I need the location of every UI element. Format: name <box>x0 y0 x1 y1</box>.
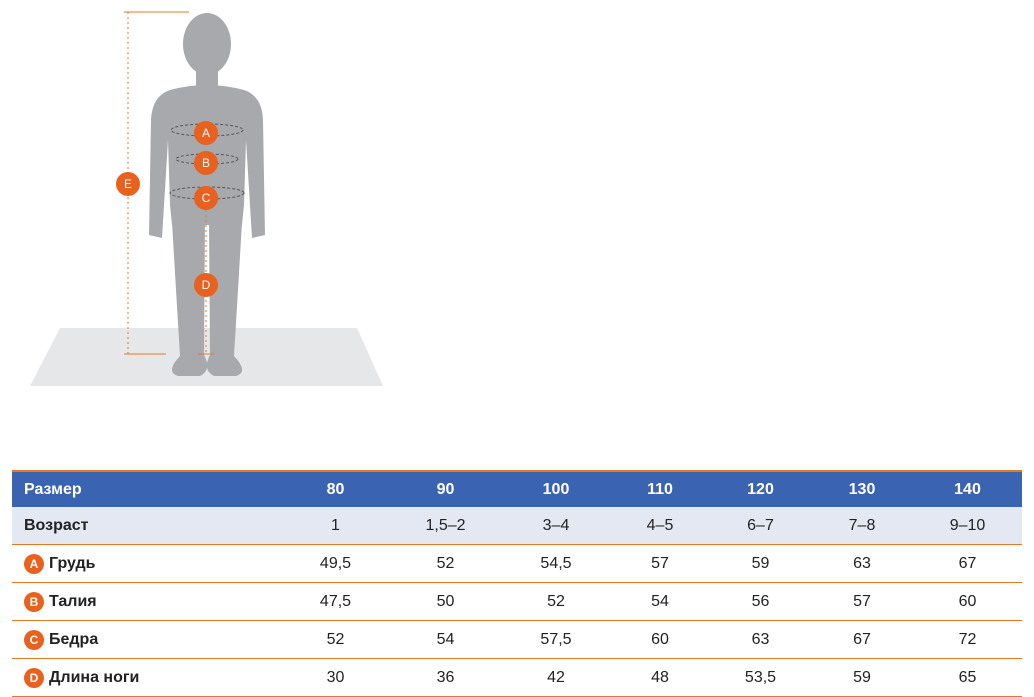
cell: 4–5 <box>610 507 710 545</box>
cell: 57 <box>610 544 710 583</box>
row-label: Длина ноги <box>49 668 140 686</box>
header-cell: 140 <box>913 470 1022 507</box>
table-row: B Талия 47,5 50 52 54 56 57 60 <box>12 582 1022 621</box>
header-row: Размер 80 90 100 110 120 130 140 <box>12 470 1022 507</box>
table-row: C Бедра 52 54 57,5 60 63 67 72 <box>12 620 1022 659</box>
markers <box>116 121 218 297</box>
cell: 57,5 <box>502 620 610 659</box>
header-cell: 100 <box>502 470 610 507</box>
marker-label: E <box>124 177 132 191</box>
floor <box>30 328 383 386</box>
row-label-cell: D Длина ноги <box>12 658 282 697</box>
cell: 67 <box>913 544 1022 583</box>
cell: 53,5 <box>710 658 811 697</box>
cell: 3–4 <box>502 507 610 545</box>
cell: 30 <box>282 658 389 697</box>
cell: 6–7 <box>710 507 811 545</box>
cell: 54 <box>610 582 710 621</box>
header-cell: 110 <box>610 470 710 507</box>
cell: 1,5–2 <box>389 507 502 545</box>
header-cell: 80 <box>282 470 389 507</box>
header-cell: Размер <box>12 470 282 507</box>
badge: C <box>24 629 44 650</box>
cell: 7–8 <box>811 507 913 545</box>
cell: 65 <box>913 658 1022 697</box>
cell: 72 <box>913 620 1022 659</box>
cell: 60 <box>610 620 710 659</box>
badge: A <box>24 553 44 574</box>
cell: 52 <box>389 544 502 583</box>
cell: 50 <box>389 582 502 621</box>
cell: 52 <box>502 582 610 621</box>
row-label-cell: B Талия <box>12 582 282 621</box>
marker-label: A <box>202 126 210 140</box>
row-label: Талия <box>49 592 97 610</box>
badge: D <box>24 667 44 688</box>
row-label: Бедра <box>49 630 99 648</box>
table-row: Возраст 1 1,5–2 3–4 4–5 6–7 7–8 9–10 <box>12 507 1022 545</box>
cell: 67 <box>811 620 913 659</box>
table-row: A Грудь 49,5 52 54,5 57 59 63 67 <box>12 544 1022 583</box>
header-cell: 130 <box>811 470 913 507</box>
cell: 59 <box>710 544 811 583</box>
cell: 47,5 <box>282 582 389 621</box>
cell: 49,5 <box>282 544 389 583</box>
cell: 54,5 <box>502 544 610 583</box>
cell: 1 <box>282 507 389 545</box>
cell: 42 <box>502 658 610 697</box>
cell: 52 <box>282 620 389 659</box>
cell: 36 <box>389 658 502 697</box>
cell: 63 <box>811 544 913 583</box>
cell: 48 <box>610 658 710 697</box>
cell: 54 <box>389 620 502 659</box>
row-label: Грудь <box>49 554 96 572</box>
cell: 63 <box>710 620 811 659</box>
header-cell: 90 <box>389 470 502 507</box>
size-figure: A B C D E <box>30 11 383 386</box>
marker-label: B <box>202 156 210 170</box>
header-cell: 120 <box>710 470 811 507</box>
row-label-cell: C Бедра <box>12 620 282 659</box>
cell: 9–10 <box>913 507 1022 545</box>
table-row: D Длина ноги 30 36 42 48 53,5 59 65 <box>12 658 1022 697</box>
marker-label: C <box>202 191 211 205</box>
size-table: Размер 80 90 100 110 120 130 140 Возраст 1 1,5–2 3… <box>12 470 1022 697</box>
badge: B <box>24 591 44 612</box>
row-label: Возраст <box>24 516 89 534</box>
row-label-cell: A Грудь <box>12 544 282 583</box>
cell: 56 <box>710 582 811 621</box>
cell: 59 <box>811 658 913 697</box>
cell: 57 <box>811 582 913 621</box>
cell: 60 <box>913 582 1022 621</box>
row-label-cell: Возраст <box>12 507 282 545</box>
marker-label: D <box>202 278 211 292</box>
